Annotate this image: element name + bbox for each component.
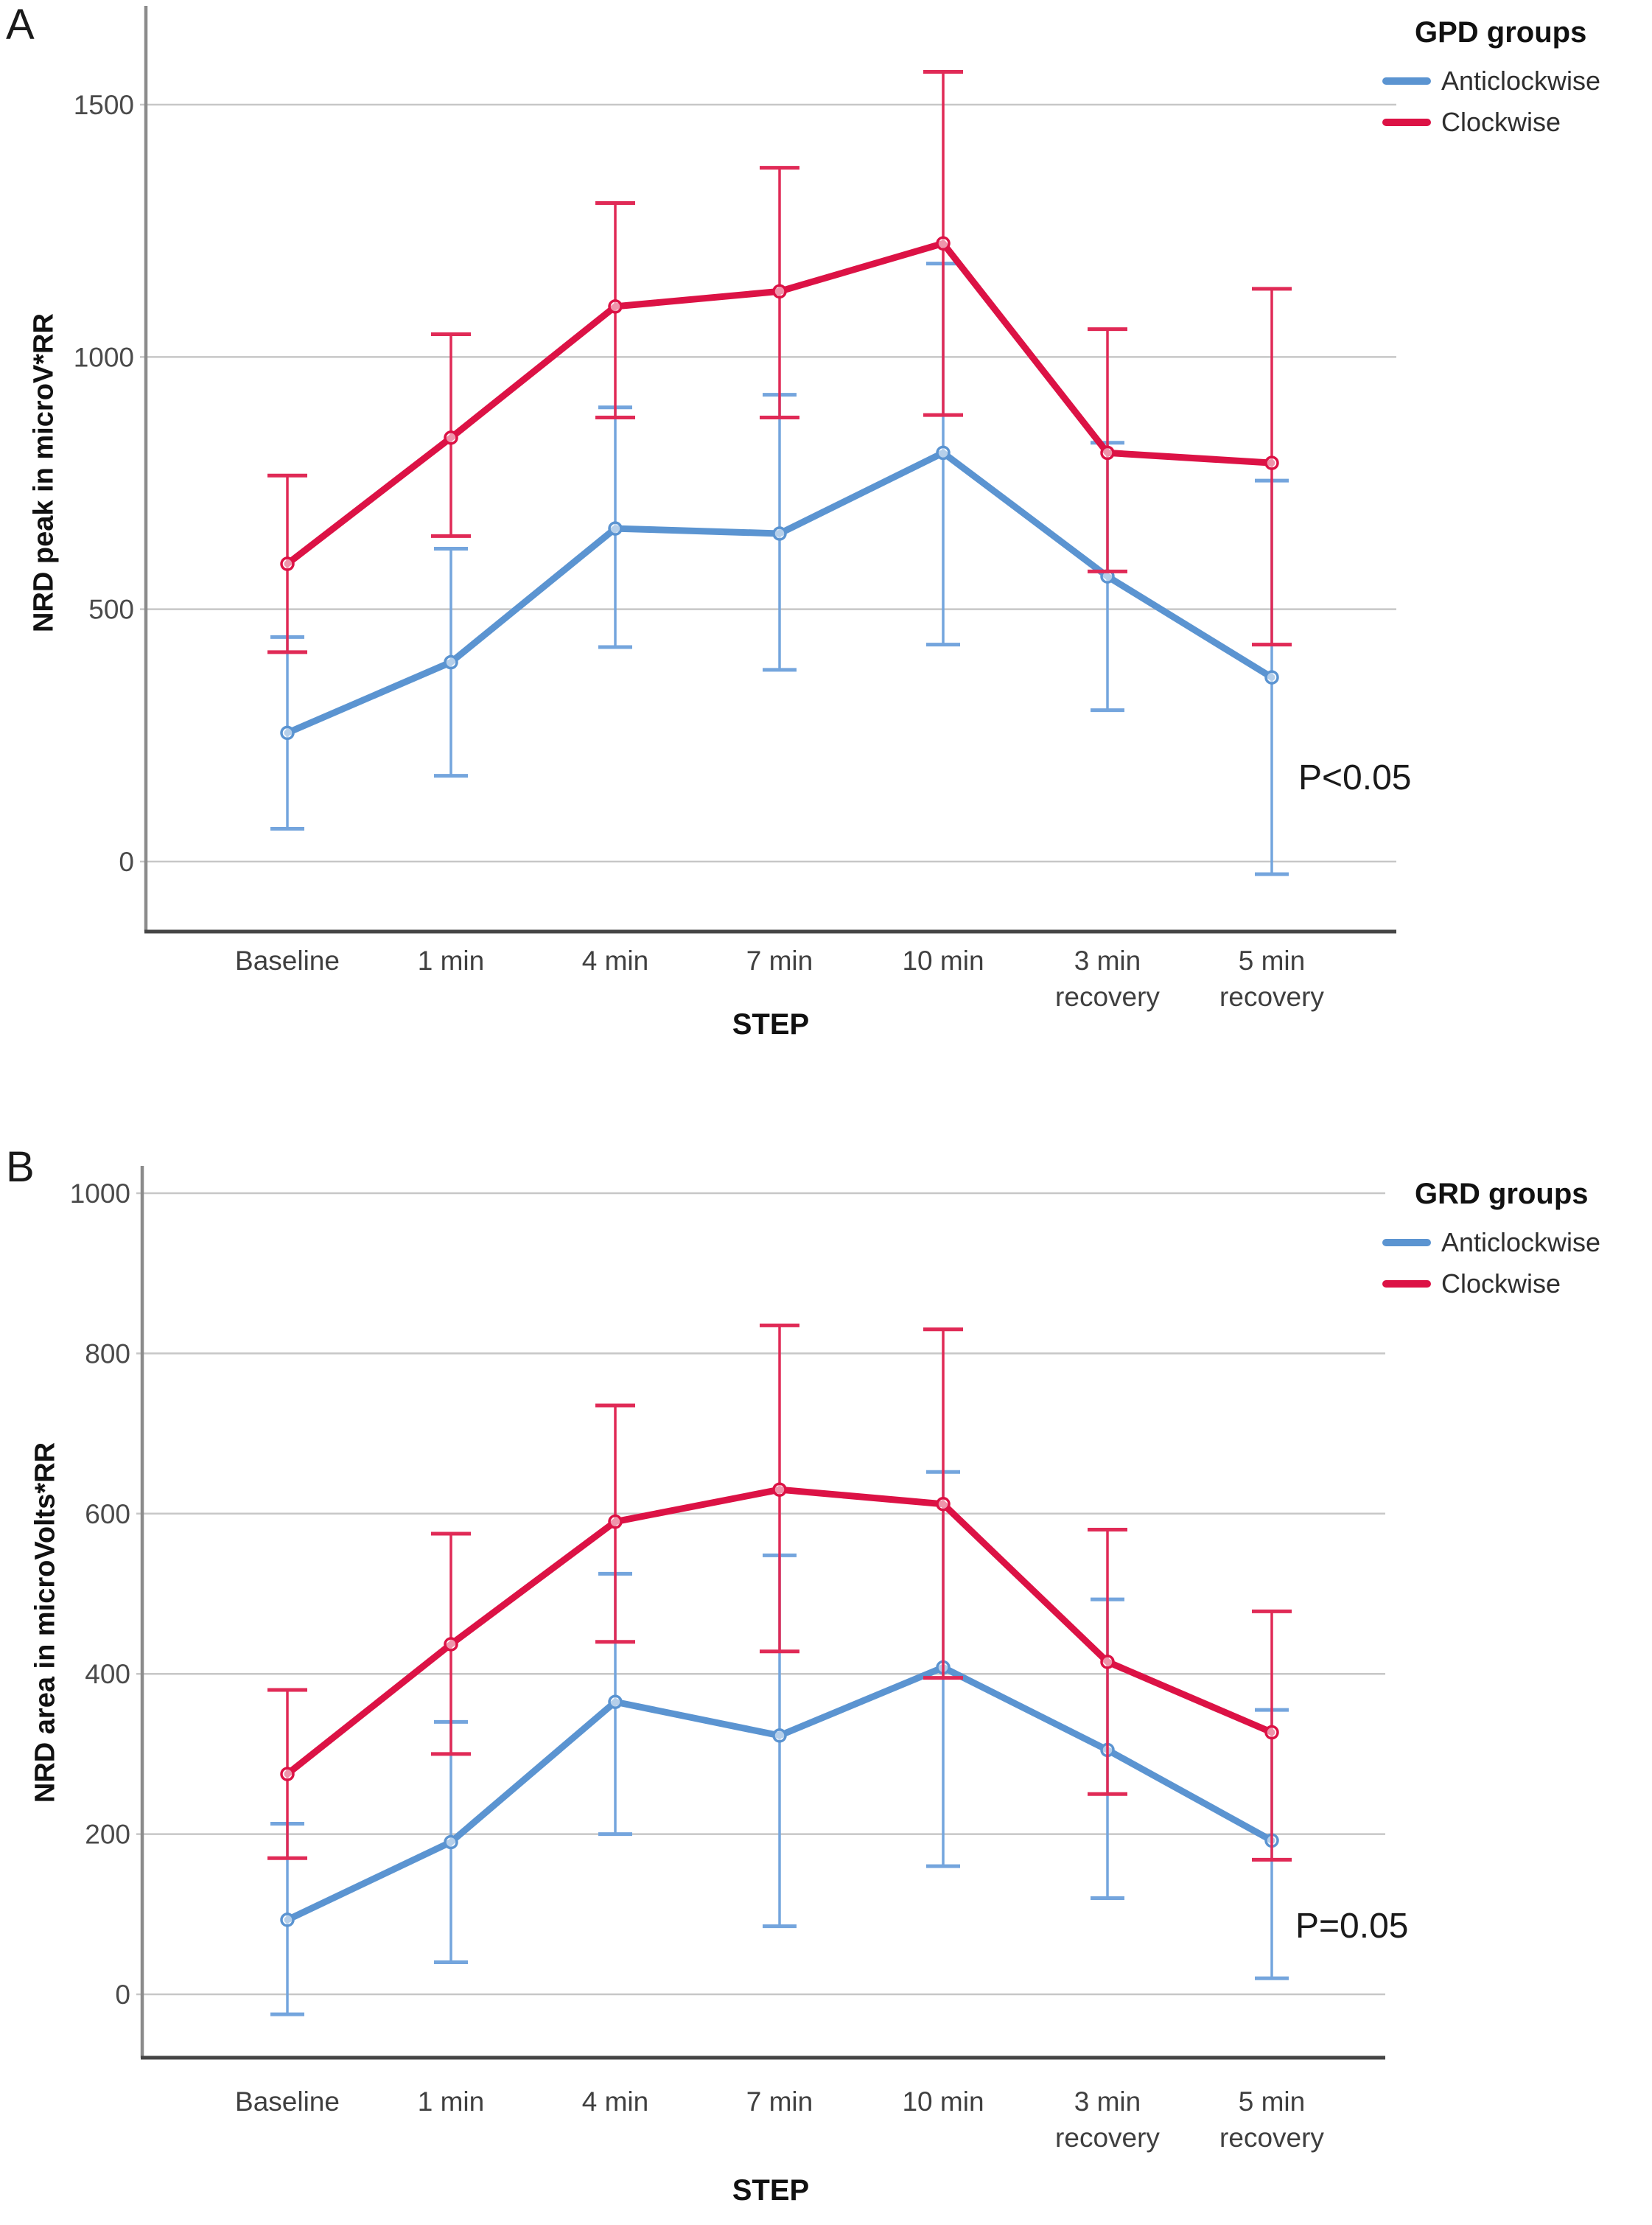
panel-b-y-tick-label: 800 — [85, 1338, 130, 1369]
panel-a-legend-items: Anticlockwise Clockwise — [1382, 66, 1648, 138]
panel-b-x-category-label: 3 min — [1074, 2086, 1141, 2117]
panel-a-legend-title: GPD groups — [1415, 16, 1587, 49]
panel-a-anticlockwise-marker — [936, 445, 951, 461]
panel-a-legend-swatch-clockwise — [1382, 119, 1431, 126]
panel-b-clockwise-marker — [936, 1497, 951, 1512]
panel-b-x-category-label: recovery — [1055, 2123, 1160, 2153]
panel-a-anticlockwise-marker — [608, 521, 623, 536]
panel-a-x-category-label: recovery — [1219, 982, 1324, 1012]
panel-b-clockwise-marker — [280, 1767, 295, 1781]
panel-b-anticlockwise-marker — [772, 1728, 787, 1743]
panel-b-clockwise-marker — [1264, 1725, 1279, 1740]
panel-a-anticlockwise-marker — [444, 654, 458, 670]
panel-a-x-category-label: 7 min — [746, 946, 813, 976]
panel-a-anticlockwise-marker — [1264, 670, 1279, 685]
panel-a-p-value: P<0.05 — [1298, 758, 1412, 797]
panel-a-y-tick-label: 500 — [88, 595, 134, 625]
panel-b-clockwise-marker — [772, 1482, 787, 1497]
panel-b-legend-items: Anticlockwise Clockwise — [1382, 1227, 1648, 1299]
panel-b-x-category-label: 1 min — [418, 2086, 484, 2117]
panel-b-y-axis-title: NRD area in microVolts*RR — [29, 1442, 61, 1803]
panel-a-legend: GPD groups Anticlockwise Clockwise — [1382, 16, 1648, 148]
panel-b-letter: B — [6, 1143, 35, 1191]
panel-a-x-axis-title: STEP — [732, 1008, 810, 1041]
panel-b-x-category-label: 5 min — [1239, 2086, 1305, 2117]
panel-a-y-tick-label: 0 — [119, 847, 134, 877]
panel-a-legend-swatch-anticlockwise — [1382, 77, 1431, 85]
panel-a-x-category-label: Baseline — [235, 946, 340, 976]
panel-a-clockwise-marker — [608, 299, 623, 314]
panel-b-legend-item-clockwise: Clockwise — [1382, 1268, 1648, 1299]
panel-a-y-tick-label: 1500 — [74, 90, 134, 120]
panel-a-legend-label-clockwise: Clockwise — [1441, 107, 1561, 137]
panel-b-legend-swatch-clockwise — [1382, 1280, 1431, 1288]
panel-a-x-category-label: 1 min — [418, 946, 484, 976]
panel-a-x-category-label: 4 min — [582, 946, 648, 976]
panel-b-legend: GRD groups Anticlockwise Clockwise — [1382, 1178, 1648, 1310]
panel-b-anticlockwise-marker — [444, 1834, 458, 1850]
panel-b-legend-label-anticlockwise: Anticlockwise — [1441, 1227, 1601, 1257]
panel-b-p-value: P=0.05 — [1295, 1907, 1409, 1946]
panel-b-x-category-label: recovery — [1219, 2123, 1324, 2153]
panel-a-x-category-label: 3 min — [1074, 946, 1141, 976]
panel-b-legend-label-clockwise: Clockwise — [1441, 1268, 1561, 1299]
panel-b-y-tick-label: 600 — [85, 1499, 130, 1529]
panel-a-clockwise-marker — [1100, 445, 1115, 461]
panel-a-anticlockwise-marker — [772, 526, 787, 541]
panel-b-legend-title: GRD groups — [1415, 1178, 1589, 1210]
panel-b-clockwise-marker — [1100, 1655, 1115, 1669]
panel-b-y-tick-label: 0 — [115, 1980, 130, 2010]
panel-b-y-tick-label: 400 — [85, 1659, 130, 1689]
panel-b-x-category-label: 7 min — [746, 2086, 813, 2117]
panel-a-x-category-label: 10 min — [902, 946, 984, 976]
panel-a-x-category-label: recovery — [1055, 982, 1160, 1012]
panel-b-anticlockwise-marker — [280, 1913, 295, 1927]
panel-a-legend-item-clockwise: Clockwise — [1382, 107, 1648, 138]
panel-a-legend-item-anticlockwise: Anticlockwise — [1382, 66, 1648, 97]
panel-a-y-axis-title: NRD peak in microV*RR — [28, 313, 60, 632]
panel-a-legend-label-anticlockwise: Anticlockwise — [1441, 66, 1601, 96]
panel-b-y-tick-label: 200 — [85, 1820, 130, 1850]
panel-b-x-axis-title: STEP — [732, 2174, 810, 2207]
panel-a-clockwise-marker — [936, 236, 951, 251]
panel-b-y-tick-label: 1000 — [70, 1178, 130, 1209]
panel-b-legend-item-anticlockwise: Anticlockwise — [1382, 1227, 1648, 1258]
panel-b-x-category-label: Baseline — [235, 2086, 340, 2117]
panel-b-clockwise-marker — [608, 1514, 623, 1529]
panel-a-clockwise-marker — [1264, 455, 1279, 470]
panel-a-anticlockwise-marker — [280, 725, 295, 741]
panel-b-x-category-label: 10 min — [902, 2086, 984, 2117]
panel-a-clockwise-marker — [444, 430, 458, 445]
panel-a-y-tick-label: 1000 — [74, 342, 134, 372]
panel-b-clockwise-marker — [444, 1637, 458, 1652]
panel-a-clockwise-marker — [772, 284, 787, 299]
panel-b-anticlockwise-marker — [608, 1694, 623, 1709]
panel-b-legend-swatch-anticlockwise — [1382, 1239, 1431, 1246]
panel-a-clockwise-marker — [280, 556, 295, 571]
panel-a-x-category-label: 5 min — [1239, 946, 1305, 976]
panel-a-letter: A — [6, 1, 35, 49]
panel-b-x-category-label: 4 min — [582, 2086, 648, 2117]
